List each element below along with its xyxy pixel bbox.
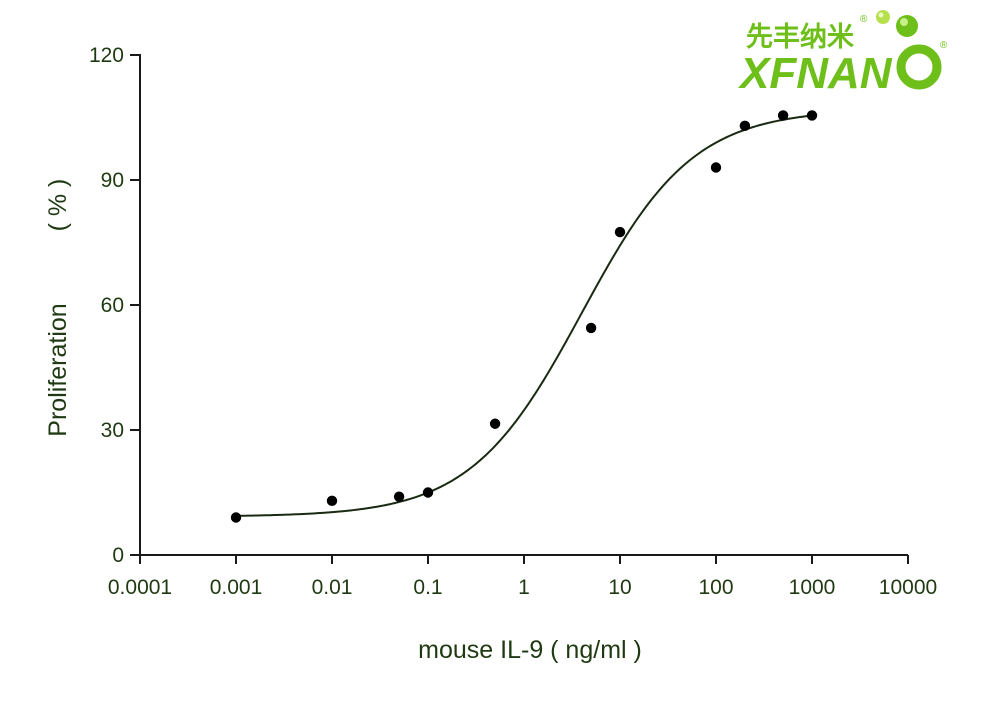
x-tick-label: 0.001 [210, 576, 263, 599]
y-tick-label: 30 [101, 419, 124, 442]
y-tick-label: 90 [101, 169, 124, 192]
data-point [806, 110, 818, 121]
x-tick-label: 0.1 [413, 576, 442, 599]
data-point [710, 162, 722, 173]
axes [139, 54, 908, 556]
data-point [422, 487, 434, 498]
logo-bubble-icon [876, 10, 918, 37]
y-axis-ticks: 0 30 60 90 120 [89, 44, 140, 567]
data-point [489, 418, 501, 429]
data-point [614, 226, 626, 238]
logo-chinese-text: 先丰纳米 [746, 21, 854, 53]
x-tick-label: 0.01 [312, 576, 353, 599]
data-point [777, 110, 789, 121]
x-tick-label: 0.0001 [108, 576, 172, 599]
data-point [585, 322, 597, 334]
x-tick-label: 10000 [879, 576, 937, 599]
x-tick-label: 10 [608, 576, 631, 599]
data-point [739, 120, 751, 132]
logo-o-ring-icon [896, 44, 942, 90]
x-axis-ticks: 0.0001 0.001 0.01 0.1 1 10 100 1000 10000 [108, 555, 937, 599]
data-point [326, 495, 338, 507]
fit-curve [235, 114, 813, 517]
y-tick-label: 60 [101, 294, 124, 317]
y-tick-label: 120 [89, 44, 124, 67]
x-tick-label: 1000 [789, 576, 836, 599]
data-point [393, 491, 405, 502]
logo-registered-mark-cn: ® [860, 14, 868, 25]
y-tick-label: 0 [112, 544, 124, 567]
y-axis-title: Proliferation [44, 303, 72, 436]
data-points [230, 110, 818, 523]
logo-english-text: XFNAN [737, 49, 893, 98]
data-point [230, 512, 242, 523]
x-tick-label: 100 [698, 576, 733, 599]
logo-registered-mark-en: ® [940, 40, 948, 51]
x-tick-label: 1 [518, 576, 530, 599]
y-axis-unit: ( % ) [44, 179, 72, 232]
brand-logo: 先丰纳米 ® XFNAN ® [737, 10, 948, 98]
x-axis-title: mouse IL-9 ( ng/ml ) [418, 636, 642, 664]
